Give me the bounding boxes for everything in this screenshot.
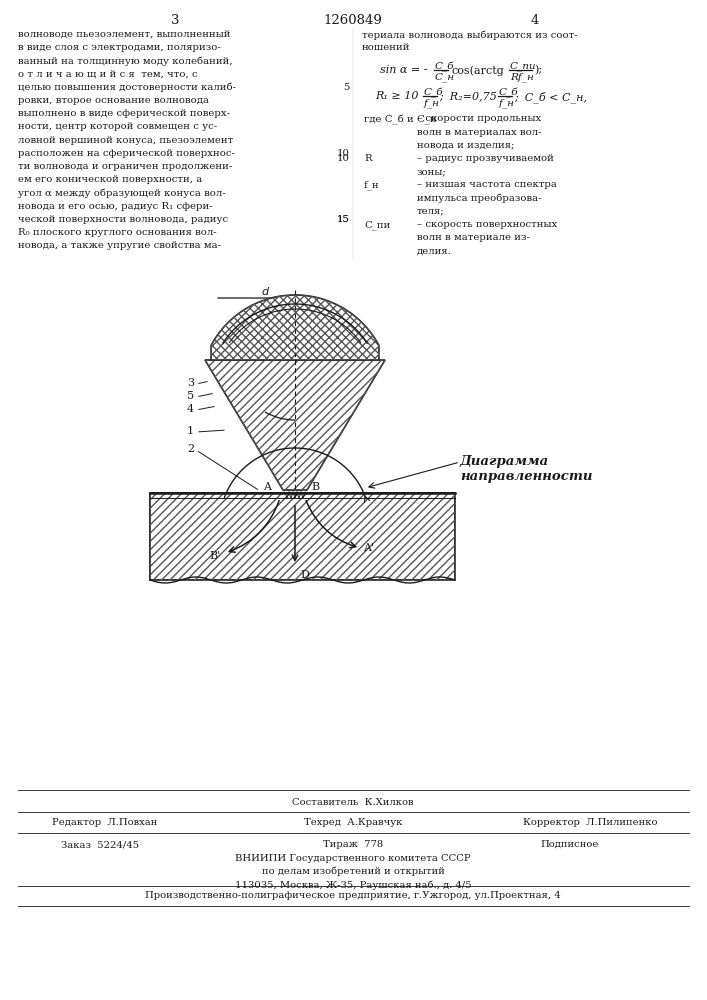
Text: d: d xyxy=(262,287,269,297)
Text: R₀ плоского круглого основания вол-: R₀ плоского круглого основания вол- xyxy=(18,228,216,237)
Text: волноводе пьезоэлемент, выполненный: волноводе пьезоэлемент, выполненный xyxy=(18,30,230,39)
Text: волн в материале из-: волн в материале из- xyxy=(417,233,530,242)
Text: Редактор  Л.Повхан: Редактор Л.Повхан xyxy=(52,818,158,827)
Polygon shape xyxy=(205,360,385,490)
Text: 4: 4 xyxy=(531,14,539,27)
Text: угол α между образующей конуса вол-: угол α между образующей конуса вол- xyxy=(18,188,226,198)
Polygon shape xyxy=(150,493,455,580)
Text: – скорость поверхностных: – скорость поверхностных xyxy=(417,220,557,229)
Text: Техред  А.Кравчук: Техред А.Кравчук xyxy=(304,818,402,827)
Text: Составитель  К.Хилков: Составитель К.Хилков xyxy=(292,798,414,807)
Text: импульса преобразова-: импульса преобразова- xyxy=(417,194,542,203)
Text: где C_б и C_н: где C_б и C_н xyxy=(364,114,437,125)
Text: ;  R₂=0,75: ; R₂=0,75 xyxy=(439,91,497,101)
Text: R: R xyxy=(364,154,372,163)
Text: 1: 1 xyxy=(187,426,194,436)
Text: о т л и ч а ю щ и й с я  тем, что, с: о т л и ч а ю щ и й с я тем, что, с xyxy=(18,70,198,79)
Text: 5: 5 xyxy=(344,83,350,92)
Text: новода и его осью, радиус R₁ сфери-: новода и его осью, радиус R₁ сфери- xyxy=(18,202,213,211)
Text: ческой поверхности волновода, радиус: ческой поверхности волновода, радиус xyxy=(18,215,228,224)
Text: новода, а также упругие свойства ма-: новода, а также упругие свойства ма- xyxy=(18,241,221,250)
Text: делия.: делия. xyxy=(417,246,452,255)
Text: 5: 5 xyxy=(187,391,194,401)
Text: C_н: C_н xyxy=(435,72,455,82)
Text: C_б: C_б xyxy=(499,87,519,98)
Text: ношений: ношений xyxy=(362,43,411,52)
Text: Подписное: Подписное xyxy=(541,840,600,849)
Text: C_б: C_б xyxy=(435,61,455,72)
Text: ровки, второе основание волновода: ровки, второе основание волновода xyxy=(18,96,209,105)
Text: ВНИИПИ Государственного комитета СССР: ВНИИПИ Государственного комитета СССР xyxy=(235,854,471,863)
Text: ем его конической поверхности, а: ем его конической поверхности, а xyxy=(18,175,202,184)
Text: sin α = -: sin α = - xyxy=(380,65,428,75)
Text: Корректор  Л.Пилипенко: Корректор Л.Пилипенко xyxy=(522,818,658,827)
Text: C_пи: C_пи xyxy=(364,220,390,230)
Text: R₁ ≥ 10: R₁ ≥ 10 xyxy=(375,91,419,101)
Text: );: ); xyxy=(534,65,542,76)
Text: C_пи: C_пи xyxy=(510,61,537,71)
Text: f_н: f_н xyxy=(424,98,440,108)
Text: 4: 4 xyxy=(187,404,194,414)
Text: по делам изобретений и открытий: по делам изобретений и открытий xyxy=(262,867,445,876)
Text: 2: 2 xyxy=(187,444,194,454)
Text: в виде слоя с электродами, поляризо-: в виде слоя с электродами, поляризо- xyxy=(18,43,221,52)
Text: расположен на сферической поверхнос-: расположен на сферической поверхнос- xyxy=(18,149,235,158)
Text: C_б: C_б xyxy=(424,87,443,98)
Text: cos(arctg: cos(arctg xyxy=(451,65,504,76)
Text: Диаграмма: Диаграмма xyxy=(460,455,549,468)
Text: – низшая частота спектра: – низшая частота спектра xyxy=(417,180,557,189)
Text: 10: 10 xyxy=(337,154,350,163)
Text: выполнено в виде сферической поверх-: выполнено в виде сферической поверх- xyxy=(18,109,230,118)
Text: f_н: f_н xyxy=(499,98,515,108)
Text: A: A xyxy=(263,482,271,492)
Text: f_н: f_н xyxy=(364,180,380,190)
Text: Производственно-полиграфическое предприятие, г.Ужгород, ул.Проектная, 4: Производственно-полиграфическое предприя… xyxy=(145,891,561,900)
Text: териала волновода выбираются из соот-: териала волновода выбираются из соот- xyxy=(362,30,578,39)
Text: ности, центр которой совмещен с ус-: ности, центр которой совмещен с ус- xyxy=(18,122,217,131)
Text: теля;: теля; xyxy=(417,207,445,216)
Text: B: B xyxy=(311,482,319,492)
Text: Заказ  5224/45: Заказ 5224/45 xyxy=(61,840,139,849)
Text: зоны;: зоны; xyxy=(417,167,447,176)
Text: направленности: направленности xyxy=(460,470,592,483)
Text: волн в материалах вол-: волн в материалах вол- xyxy=(417,128,542,137)
Text: целью повышения достоверности калиб-: целью повышения достоверности калиб- xyxy=(18,83,236,92)
Text: 15: 15 xyxy=(337,215,350,224)
Text: B': B' xyxy=(209,551,221,561)
Text: ловной вершиной конуса, пьезоэлемент: ловной вершиной конуса, пьезоэлемент xyxy=(18,136,233,145)
Text: ;  C_б < C_н,: ; C_б < C_н, xyxy=(514,91,587,103)
Text: α: α xyxy=(263,308,271,321)
Polygon shape xyxy=(211,295,379,360)
Text: Rf_н: Rf_н xyxy=(510,72,534,82)
Text: A': A' xyxy=(363,543,374,553)
Text: 113035, Москва, Ж-35, Раушская наб., д. 4/5: 113035, Москва, Ж-35, Раушская наб., д. … xyxy=(235,880,472,890)
Text: 1260849: 1260849 xyxy=(324,14,382,27)
Text: ванный на толщинную моду колебаний,: ванный на толщинную моду колебаний, xyxy=(18,56,233,66)
Text: – радиус прозвучиваемой: – радиус прозвучиваемой xyxy=(417,154,554,163)
Text: 10: 10 xyxy=(337,149,350,158)
Text: D: D xyxy=(300,570,309,580)
Text: 3: 3 xyxy=(171,14,180,27)
Text: – скорости продольных: – скорости продольных xyxy=(417,114,542,123)
Text: новода и изделия;: новода и изделия; xyxy=(417,141,515,150)
Text: Тираж  778: Тираж 778 xyxy=(323,840,383,849)
Text: 15: 15 xyxy=(337,215,350,224)
Text: ти волновода и ограничен продолжени-: ти волновода и ограничен продолжени- xyxy=(18,162,233,171)
Text: 3: 3 xyxy=(187,378,194,388)
